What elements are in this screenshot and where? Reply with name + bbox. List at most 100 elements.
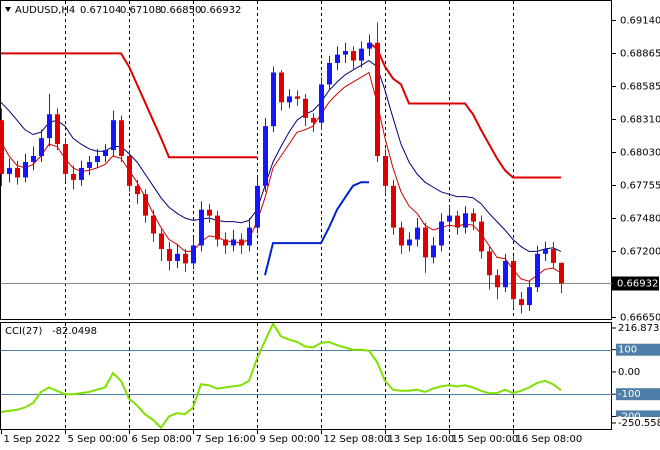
candle-body [335, 54, 340, 63]
candle-body [207, 209, 212, 216]
candle-body [127, 156, 132, 186]
y-tick-label: 0.67200 [620, 247, 660, 258]
cci-line [1, 323, 562, 429]
candle-body [39, 138, 44, 157]
candle-body [31, 156, 36, 162]
y-tick-label: 0.67755 [620, 181, 660, 192]
candle-body [559, 262, 564, 284]
candle-body [463, 213, 468, 228]
candle-body [511, 260, 516, 300]
cci-tick-label: -100 [618, 389, 641, 400]
candle-body [15, 167, 20, 178]
candle-body [447, 215, 452, 222]
candle-body [423, 227, 428, 258]
candle-body [479, 221, 484, 252]
candle-body [527, 287, 532, 306]
candle-body [63, 144, 68, 174]
x-tick-label: 6 Sep 08:00 [132, 434, 192, 445]
candle-body [55, 114, 60, 145]
candle-body [519, 299, 524, 306]
candle-body [223, 239, 228, 246]
candle-body [439, 221, 444, 246]
candle-body [47, 114, 52, 139]
candle-body [431, 245, 436, 258]
cci-tick-box [616, 388, 660, 401]
candle-body [95, 156, 100, 162]
x-tick-label: 16 Sep 08:00 [516, 434, 583, 445]
y-tick-label: 0.66650 [620, 313, 660, 324]
cci-title: CCI(27) [5, 326, 43, 337]
candle-body [271, 72, 276, 127]
candle-body [319, 84, 324, 123]
open-label: 0.67104 [80, 5, 121, 16]
x-tick-label: 7 Sep 16:00 [196, 434, 256, 445]
y-tick-label: 0.67480 [620, 214, 660, 225]
cci-tick-box [616, 417, 660, 429]
candle-body [383, 156, 388, 186]
candle-body [87, 161, 92, 168]
cci-tick-label: 216.8732 [618, 323, 660, 334]
candle-body [455, 215, 460, 228]
price-tag [612, 276, 659, 291]
symbol: AUDUSD,H4 [15, 5, 75, 16]
candle-body [303, 98, 308, 118]
y-tick-label: 0.68865 [620, 49, 660, 60]
candle-body [159, 233, 164, 250]
x-tick-label: 9 Sep 00:00 [260, 434, 320, 445]
candle-body [103, 150, 108, 157]
candle-body [471, 213, 476, 222]
cci-tick-label: 100 [618, 345, 637, 356]
candle-body [23, 161, 28, 178]
candle-body [415, 227, 420, 240]
candle-body [247, 227, 252, 246]
candle-body [375, 42, 380, 157]
candle-body [151, 215, 156, 234]
candle-body [111, 120, 116, 151]
overlay-line [264, 181, 369, 276]
candle-body [239, 239, 244, 246]
candle-body [215, 215, 220, 240]
candle-body [191, 245, 196, 264]
high-label: 0.67108 [120, 5, 161, 16]
candle-body [287, 96, 292, 103]
cci-tick-box [616, 322, 660, 334]
candle-body [503, 260, 508, 288]
candle-body [0, 120, 4, 174]
candle-body [143, 194, 148, 216]
close-label: 0.66932 [200, 5, 241, 16]
low-label: 0.66850 [160, 5, 201, 16]
candle-body [183, 253, 188, 264]
y-tick-label: 0.69140 [620, 16, 660, 27]
price-tag-label: 0.66932 [617, 279, 658, 290]
candle-body [79, 167, 84, 180]
candle-body [175, 253, 180, 261]
cci-tick-label: 0.00 [618, 367, 640, 378]
menu-arrow[interactable] [5, 7, 11, 12]
candle-body [279, 72, 284, 103]
x-tick-label: 5 Sep 00:00 [68, 434, 128, 445]
candle-body [495, 275, 500, 288]
candle-body [311, 117, 316, 123]
candle-body [551, 249, 556, 263]
candle-body [399, 227, 404, 246]
candle-body [71, 173, 76, 180]
candle-body [367, 42, 372, 49]
candle-body [543, 249, 548, 254]
candle-body [199, 209, 204, 246]
cci-value: -82.0498 [52, 326, 97, 337]
candle-body [7, 167, 12, 174]
y-tick-label: 0.68310 [620, 115, 660, 126]
cci-panel [0, 322, 612, 430]
candle-body [407, 239, 412, 246]
cci-tick-box [616, 343, 660, 356]
candle-body [231, 239, 236, 246]
candle-body [487, 251, 492, 276]
candle-body [327, 62, 332, 85]
overlay-line [1, 41, 561, 179]
candle-body [343, 51, 348, 55]
candle-body [535, 253, 540, 288]
candle-body [119, 120, 124, 157]
candle-body [167, 249, 172, 261]
y-tick-label: 0.68030 [620, 148, 660, 159]
